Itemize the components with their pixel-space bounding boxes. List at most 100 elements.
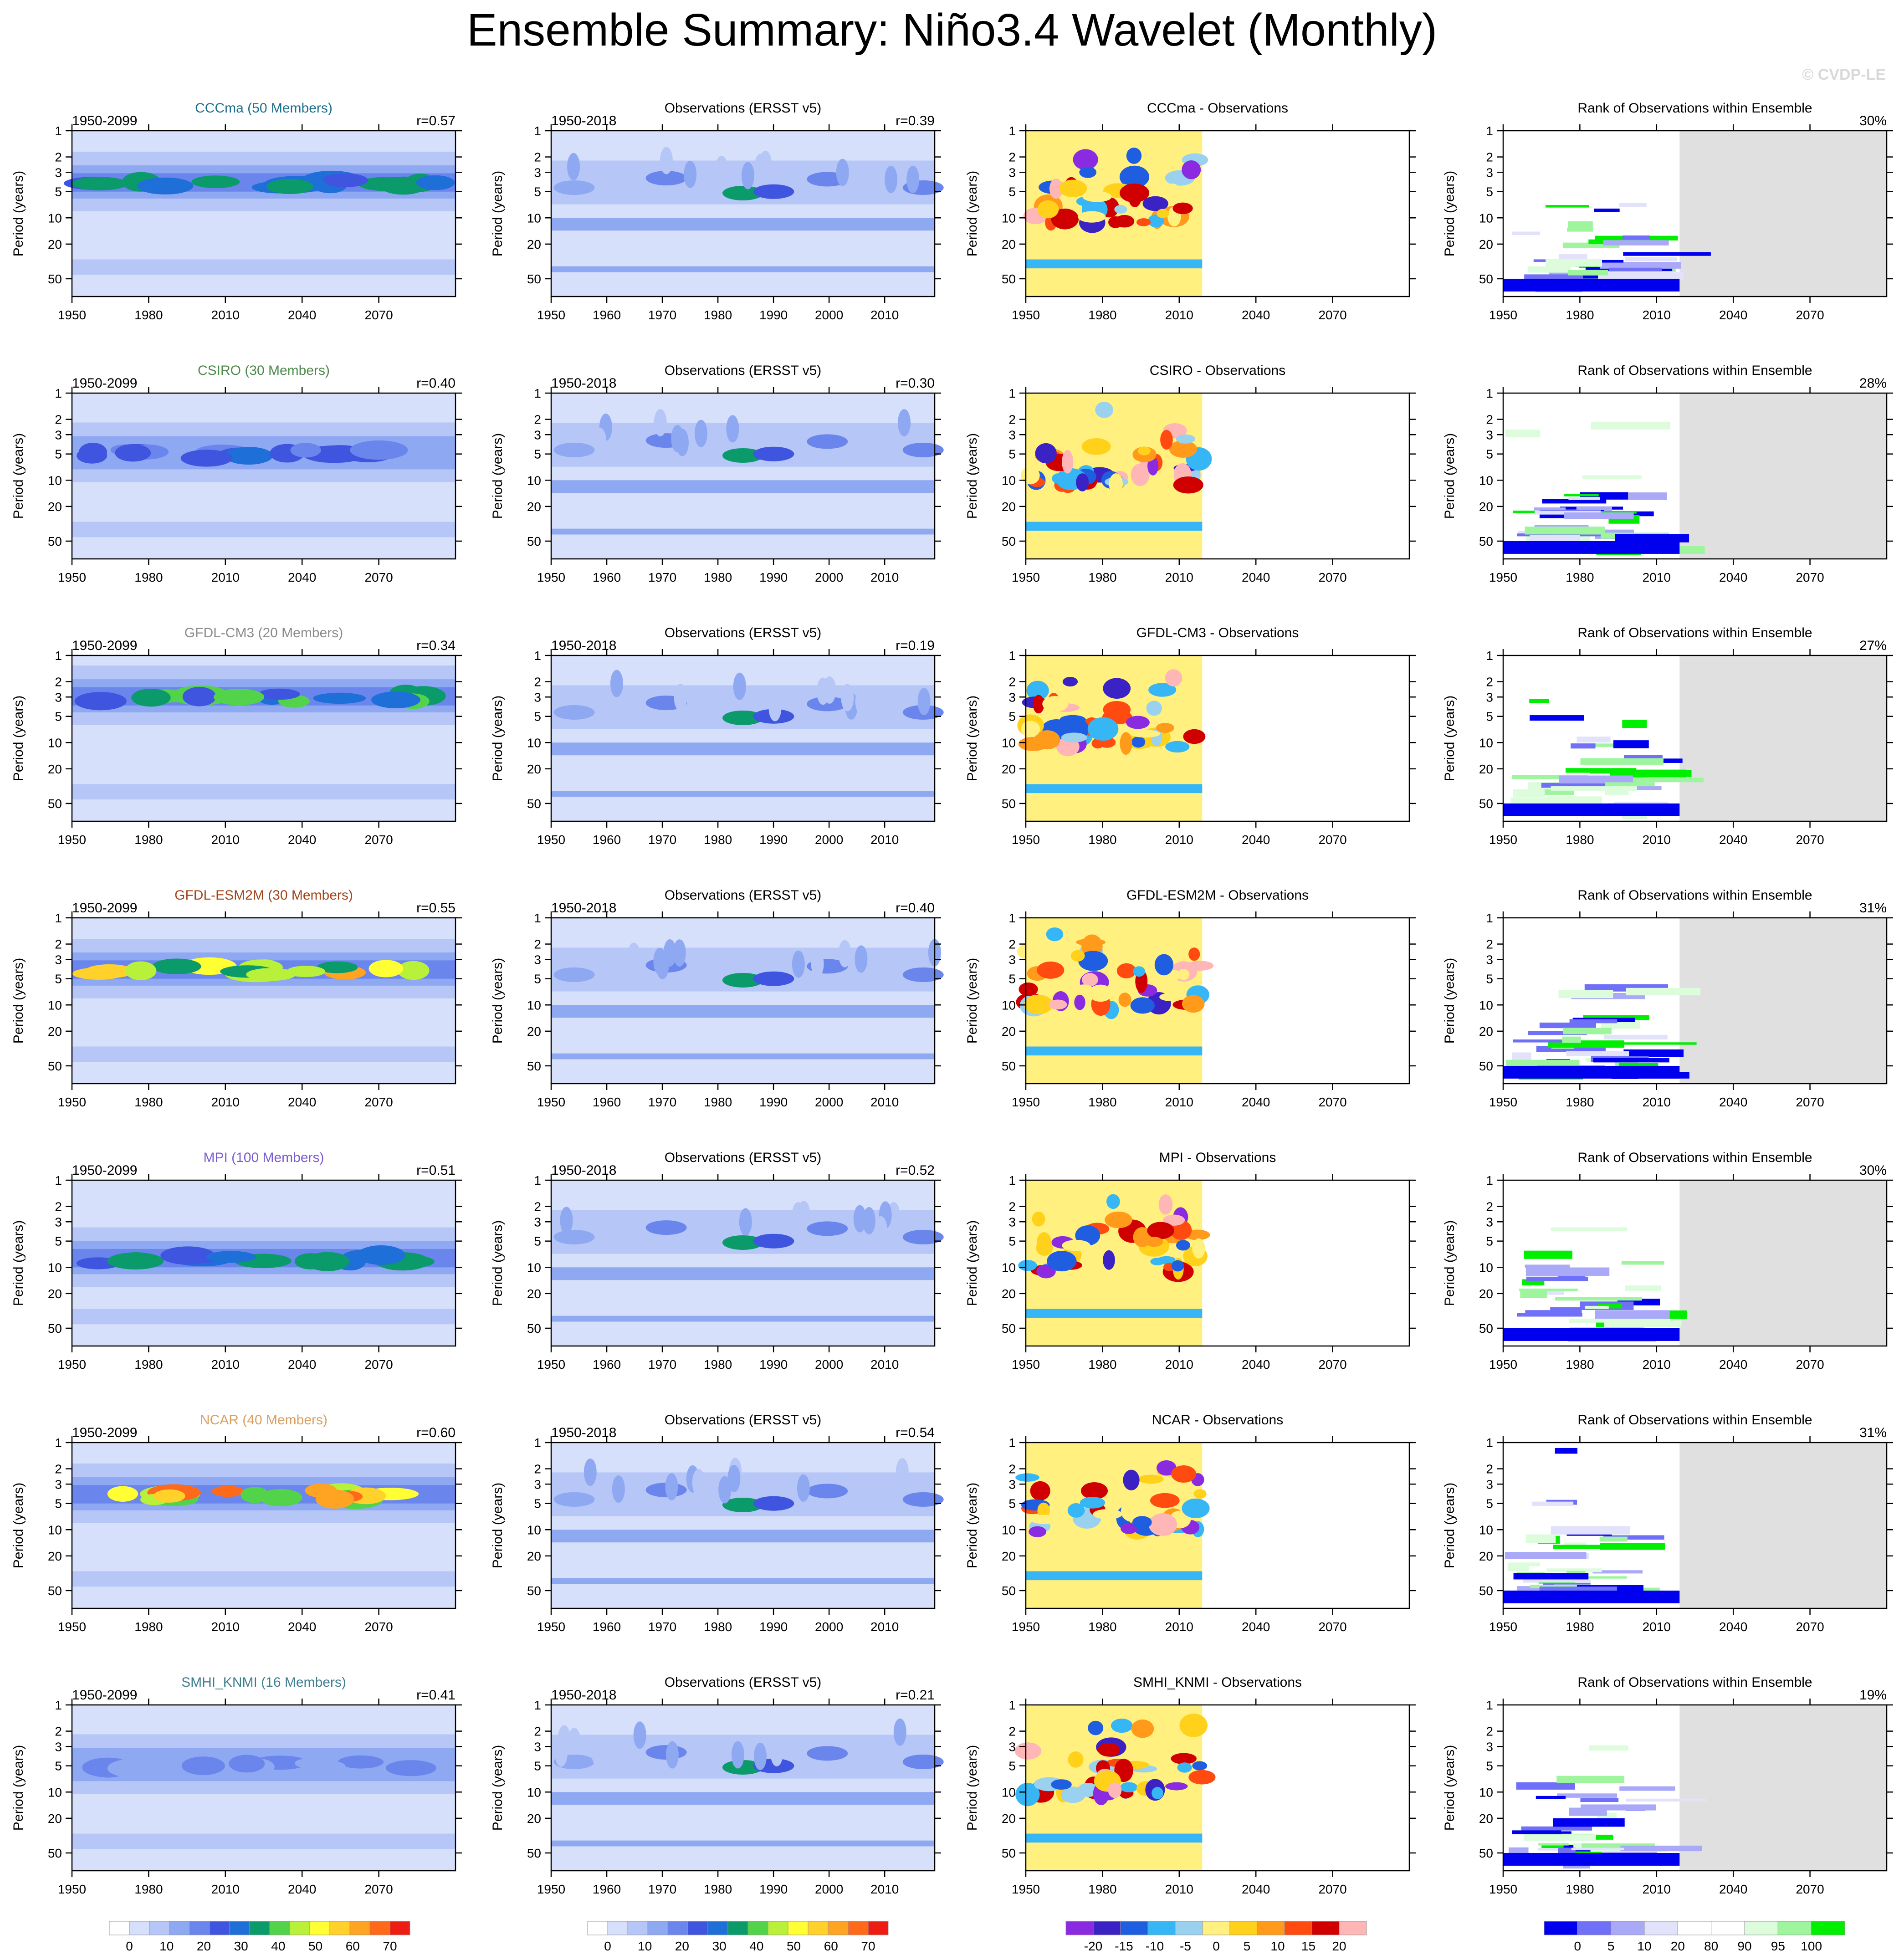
colorbar-box bbox=[229, 1921, 250, 1935]
diff-blob bbox=[1088, 984, 1113, 1002]
panel-csiro-observations: 1 23 5 10 20 50 1950 1960 1970 1980 1990 2000 2010 Pe… bbox=[490, 363, 944, 584]
y-axis-label: Period (years) bbox=[11, 1745, 26, 1831]
panel-left-label: 1950-2099 bbox=[72, 1425, 137, 1440]
y-tick-label: 10 bbox=[1479, 1523, 1493, 1537]
diff-blob bbox=[1157, 1460, 1177, 1476]
diff-blob bbox=[1114, 205, 1127, 214]
x-tick-label: 1960 bbox=[593, 1095, 621, 1109]
y-tick-label: 20 bbox=[527, 762, 541, 776]
colorbar-label: 5 bbox=[1244, 1939, 1251, 1953]
y-tick-label: 20 bbox=[527, 237, 541, 251]
colorbar-label: 95 bbox=[1771, 1939, 1785, 1953]
x-tick-label: 2070 bbox=[364, 833, 393, 847]
diff-blob bbox=[1145, 1237, 1163, 1247]
panel-title: Rank of Observations within Ensemble bbox=[1577, 1675, 1812, 1690]
x-tick-label: 2070 bbox=[1318, 1882, 1346, 1896]
rank-patch bbox=[1513, 1573, 1589, 1580]
rank-band bbox=[1503, 278, 1680, 292]
rank-patch bbox=[1620, 1845, 1702, 1852]
y-tick-label: 50 bbox=[48, 1584, 62, 1598]
power-band-low bbox=[72, 1309, 456, 1325]
x-tick-label: 1980 bbox=[1566, 1620, 1594, 1634]
y-tick-label: 1 bbox=[55, 1436, 62, 1450]
diff-blob bbox=[1021, 721, 1040, 737]
power-band bbox=[551, 1315, 935, 1322]
y-tick-label: 50 bbox=[527, 534, 541, 548]
y-tick-label: 5 bbox=[1008, 1759, 1016, 1773]
y-tick-label: 5 bbox=[1486, 972, 1493, 986]
colorbar-box bbox=[249, 1921, 270, 1935]
x-tick-label: 2040 bbox=[1242, 308, 1270, 322]
plot-frame bbox=[1502, 130, 1888, 297]
rank-patch bbox=[1568, 497, 1600, 500]
power-blob bbox=[902, 1754, 944, 1769]
y-tick-label: 2 bbox=[534, 1725, 541, 1739]
colorbar-label: 0 bbox=[1213, 1939, 1220, 1953]
power-blob bbox=[180, 450, 233, 467]
x-tick-label: 2070 bbox=[1796, 1095, 1824, 1109]
panel-gfdl-esm2m-rank: 1 23 5 10 20 50 1950 1980 2010 2040 2070 Period (ye… bbox=[1442, 888, 1893, 1109]
x-tick-label: 1980 bbox=[134, 1882, 163, 1896]
colorbar-label: 80 bbox=[1704, 1939, 1718, 1953]
diff-blob bbox=[1148, 1513, 1177, 1536]
diff-blob bbox=[1131, 736, 1146, 748]
diff-blob bbox=[1171, 1753, 1197, 1765]
y-axis-label: Period (years) bbox=[965, 171, 980, 256]
x-tick-label: 2010 bbox=[1643, 1357, 1671, 1372]
y-tick-label: 3 bbox=[1486, 690, 1493, 704]
power-band bbox=[551, 218, 935, 231]
colorbar-box bbox=[627, 1921, 648, 1935]
plot-frame bbox=[550, 1179, 936, 1347]
colorbar-box bbox=[1311, 1921, 1340, 1935]
y-tick-label: 3 bbox=[534, 1215, 541, 1229]
power-blob bbox=[131, 688, 171, 707]
power-band-low bbox=[72, 259, 456, 275]
rank-patch bbox=[1580, 1798, 1619, 1802]
panel-right-label: r=0.55 bbox=[416, 901, 456, 916]
rank-patch bbox=[1530, 715, 1584, 721]
power-plume bbox=[684, 160, 697, 188]
rank-band bbox=[1503, 541, 1680, 554]
y-tick-label: 5 bbox=[55, 185, 62, 199]
diff-blob bbox=[1187, 961, 1214, 971]
x-tick-label: 1960 bbox=[593, 1620, 621, 1634]
power-plume bbox=[838, 940, 851, 967]
colorbar-label: 10 bbox=[638, 1939, 652, 1953]
panel-right-label: 31% bbox=[1859, 901, 1887, 916]
y-tick-label: 1 bbox=[1486, 386, 1493, 400]
panel-mpi-rank: 1 23 5 10 20 50 1950 1980 2010 2040 2070 Period (ye… bbox=[1442, 1150, 1893, 1372]
y-axis-label: Period (years) bbox=[965, 433, 980, 519]
power-plume bbox=[853, 1205, 866, 1233]
x-tick-label: 1980 bbox=[1566, 833, 1594, 847]
y-tick-label: 2 bbox=[1486, 1200, 1493, 1214]
rank-patch bbox=[1556, 1776, 1625, 1783]
y-tick-label: 10 bbox=[48, 736, 62, 750]
panel-mpi-ensemble: 1 23 5 10 20 50 1950 1980 2010 2040 2070 Period (ye… bbox=[11, 1150, 462, 1372]
y-tick-label: 20 bbox=[527, 1287, 541, 1301]
y-tick-label: 3 bbox=[534, 690, 541, 704]
y-tick-label: 5 bbox=[55, 972, 62, 986]
colorbar-label: 20 bbox=[1671, 1939, 1685, 1953]
panel-right-label: r=0.21 bbox=[896, 1688, 935, 1703]
power-band bbox=[551, 1530, 935, 1543]
power-blob bbox=[191, 175, 240, 188]
power-blob bbox=[553, 1229, 595, 1244]
rank-patch bbox=[1523, 1579, 1591, 1583]
diff-blob bbox=[1067, 1503, 1085, 1518]
power-plume bbox=[633, 1721, 646, 1749]
panel-ncar-observations: 1 23 5 10 20 50 1950 1960 1970 1980 1990 2000 2010 Pe… bbox=[490, 1413, 944, 1634]
y-tick-label: 5 bbox=[534, 447, 541, 461]
rank-patch bbox=[1621, 1261, 1664, 1265]
power-blob bbox=[305, 1484, 337, 1498]
diff-blob bbox=[1163, 183, 1181, 200]
x-tick-label: 1970 bbox=[648, 1357, 676, 1372]
colorbar-units: C^2 bbox=[727, 1954, 749, 1955]
x-tick-label: 2000 bbox=[815, 833, 843, 847]
plot-frame bbox=[550, 392, 936, 560]
diff-blob bbox=[1095, 402, 1113, 418]
colorbar-box bbox=[369, 1921, 390, 1935]
panel-left-label: 1950-2018 bbox=[551, 113, 616, 128]
colorbar-box bbox=[1611, 1921, 1645, 1935]
